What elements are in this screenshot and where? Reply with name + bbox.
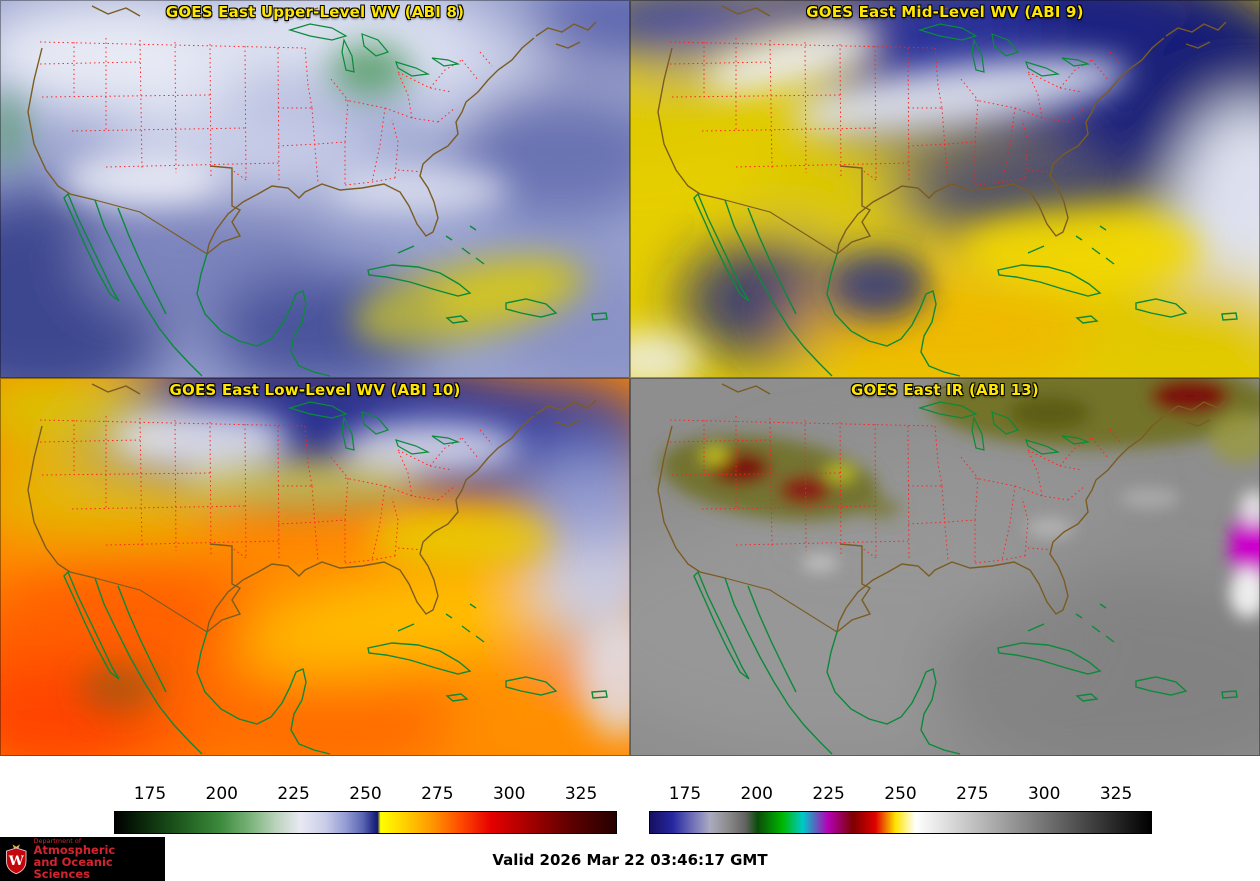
panel-abi13: GOES East IR (ABI 13) [630,378,1260,756]
panels-grid: GOES East Upper-Level WV (ABI 8) [0,0,1260,756]
logo-dept-line2: and Oceanic Sciences [33,855,113,881]
panel-abi8: GOES East Upper-Level WV (ABI 8) [0,0,630,378]
tick-label: 275 [956,784,989,804]
ir-colorbar-gradient [649,811,1152,834]
tick-label: 175 [668,784,702,804]
infrared-colorbar: 175 200 225 250 275 300 325 [649,784,1152,834]
tick-label: 325 [564,784,598,804]
panel-abi9: GOES East Mid-Level WV (ABI 9) [630,0,1260,378]
satellite-imagery-ir [630,378,1260,756]
satellite-imagery-low-wv [0,378,630,756]
tick-label: 200 [740,784,774,804]
uw-aos-logo: W Department of Atmospheric and Oceanic … [0,837,165,881]
tick-label: 250 [349,784,382,804]
logo-dept-line1: Atmospheric [33,843,116,858]
logo-dept-prefix: Department of [33,836,82,845]
tick-label: 250 [884,784,917,804]
tick-label: 175 [133,784,167,804]
tick-label: 275 [421,784,454,804]
satellite-imagery-upper-wv [0,0,630,378]
logo-text: Department of Atmospheric and Oceanic Sc… [33,836,165,881]
uw-crest-icon: W [5,844,27,875]
crest-monogram: W [8,853,25,869]
tick-label: 200 [205,784,239,804]
tick-label: 300 [1027,784,1061,804]
wv-colorbar-gradient [114,811,617,834]
valid-time-label: Valid 2026 Mar 22 03:46:17 GMT [492,851,768,869]
tick-label: 300 [492,784,526,804]
tick-label: 325 [1099,784,1133,804]
water-vapor-colorbar: 175 200 225 250 275 300 325 [114,784,617,834]
ir-colorbar-ticks: 175 200 225 250 275 300 325 [649,784,1152,808]
satellite-imagery-mid-wv [630,0,1260,378]
bottom-bar: 175 200 225 250 275 300 325 175 200 225 … [0,756,1260,881]
wv-colorbar-ticks: 175 200 225 250 275 300 325 [114,784,617,808]
tick-label: 225 [812,784,845,804]
panel-abi10: GOES East Low-Level WV (ABI 10) [0,378,630,756]
tick-label: 225 [277,784,310,804]
